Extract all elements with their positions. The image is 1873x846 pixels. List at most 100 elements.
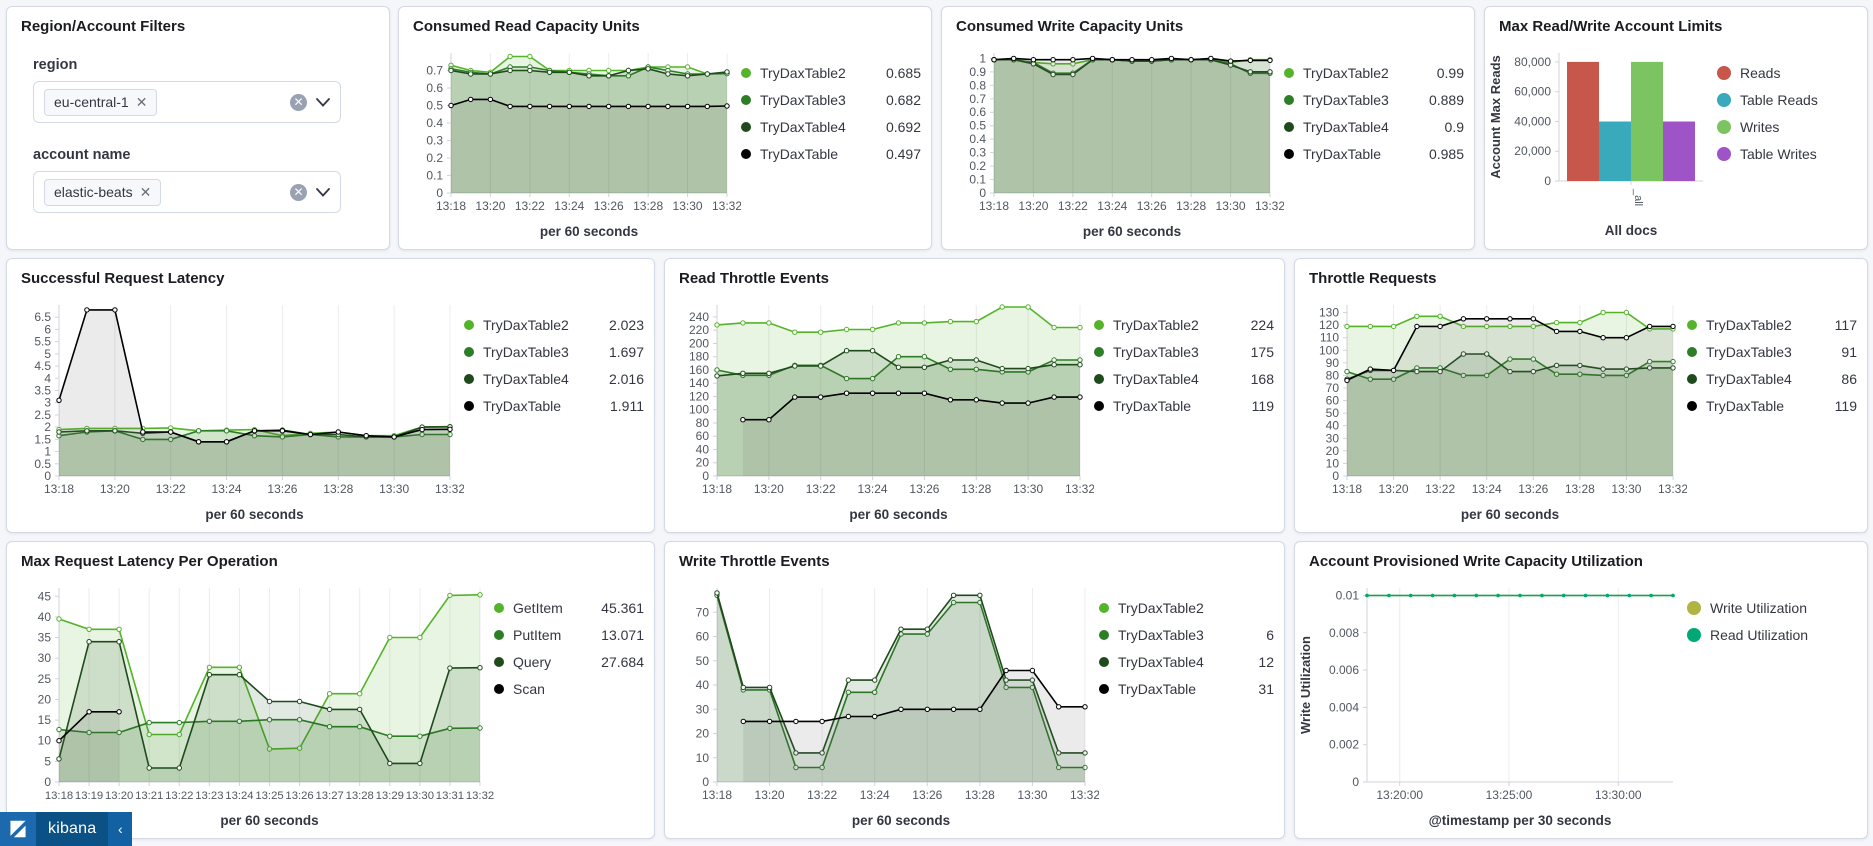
legend-item[interactable]: TryDaxTable2: [1099, 600, 1274, 616]
region-label: region: [33, 57, 78, 73]
legend-item[interactable]: PutItem 13.071: [494, 627, 644, 643]
legend-item[interactable]: TryDaxTable4 0.9: [1284, 119, 1464, 135]
svg-text:60: 60: [696, 429, 710, 443]
legend-item[interactable]: TryDaxTable4 12: [1099, 654, 1274, 670]
legend-item[interactable]: Read Utilization: [1687, 627, 1857, 643]
legend-item[interactable]: TryDaxTable 0.497: [741, 146, 921, 162]
legend-value: 91: [1841, 344, 1857, 360]
legend-item[interactable]: TryDaxTable4 86: [1687, 371, 1857, 387]
clear-account-icon[interactable]: ✕: [290, 183, 307, 201]
legend-value: 86: [1841, 371, 1857, 387]
panel-title[interactable]: Consumed Write Capacity Units: [956, 18, 1184, 35]
remove-account-value-icon[interactable]: ✕: [139, 183, 152, 200]
legend-item[interactable]: TryDaxTable4 0.692: [741, 119, 921, 135]
legend-item[interactable]: TryDaxTable 119: [1094, 398, 1274, 414]
legend-label: TryDaxTable3: [1113, 344, 1199, 360]
legend-label: Table Writes: [1740, 146, 1817, 162]
legend-value: 2.023: [608, 317, 644, 333]
svg-text:13:24: 13:24: [554, 199, 584, 213]
svg-text:per 60 seconds: per 60 seconds: [205, 507, 303, 522]
chart-max-read-write-account-limits[interactable]: 0 20,000 40,000 60,000 80,000 _all All docs Acc…: [1485, 39, 1717, 245]
legend-item[interactable]: Reads: [1717, 65, 1857, 81]
legend-item[interactable]: TryDaxTable2 2.023: [464, 317, 644, 333]
collapse-nav-icon[interactable]: ‹: [108, 812, 133, 846]
legend-item[interactable]: Query 27.684: [494, 654, 644, 670]
panel-title[interactable]: Region/Account Filters: [21, 18, 186, 35]
panel-title[interactable]: Max Request Latency Per Operation: [21, 553, 278, 570]
clear-region-icon[interactable]: ✕: [290, 93, 307, 111]
svg-text:13:22: 13:22: [807, 788, 837, 802]
chart-throttle-requests[interactable]: 13:18 13:20 13:22 13:24 13:26 13:28 13:30 13:32…: [1295, 291, 1688, 528]
legend-color-dot-icon: [741, 149, 751, 159]
panel-title[interactable]: Successful Request Latency: [21, 270, 225, 287]
legend-item[interactable]: TryDaxTable3 1.697: [464, 344, 644, 360]
svg-text:0.5: 0.5: [426, 99, 443, 113]
legend-item[interactable]: Table Writes: [1717, 146, 1857, 162]
chart-write-throttle-events[interactable]: 13:18 13:20 13:22 13:24 13:26 13:28 13:30 13:32…: [665, 574, 1100, 834]
panel-write-throttle-events: Write Throttle Events 13:18 13:20 13:22 13:…: [664, 541, 1285, 839]
panel-title[interactable]: Max Read/Write Account Limits: [1499, 18, 1723, 35]
legend-color-dot-icon: [1284, 68, 1294, 78]
legend-label: Scan: [513, 681, 545, 697]
legend-label: TryDaxTable3: [760, 92, 846, 108]
panel-title[interactable]: Consumed Read Capacity Units: [413, 18, 640, 35]
region-pill[interactable]: eu-central-1 ✕: [44, 88, 158, 116]
chevron-down-icon[interactable]: [316, 97, 330, 107]
svg-text:13:18: 13:18: [45, 790, 73, 802]
legend-item[interactable]: TryDaxTable2 0.99: [1284, 65, 1464, 81]
legend-item[interactable]: TryDaxTable3 175: [1094, 344, 1274, 360]
legend-color-dot-icon: [1687, 628, 1701, 642]
svg-text:13:20: 13:20: [105, 790, 133, 802]
chevron-down-icon[interactable]: [316, 187, 330, 197]
legend-item[interactable]: Table Reads: [1717, 92, 1857, 108]
chart-max-request-latency-per-operation[interactable]: 13:18 13:19 13:20 13:21 13:22 13:23 13:24 13:25…: [7, 574, 494, 834]
panel-title[interactable]: Throttle Requests: [1309, 270, 1437, 287]
legend-value: 0.889: [1428, 92, 1464, 108]
svg-text:30: 30: [1326, 431, 1340, 445]
legend-item[interactable]: Scan: [494, 681, 644, 697]
chart-successful-request-latency[interactable]: 13:18 13:20 13:22 13:24 13:26 13:28 13:30 13:32…: [7, 291, 465, 528]
legend-item[interactable]: TryDaxTable3 0.889: [1284, 92, 1464, 108]
svg-text:13:24: 13:24: [1097, 199, 1127, 213]
chart-consumed-write-capacity-units[interactable]: 13:18 13:20 13:22 13:24 13:26 13:28 13:30 13:32…: [942, 39, 1285, 245]
legend-value: 168: [1250, 371, 1274, 387]
panel-title[interactable]: Read Throttle Events: [679, 270, 830, 287]
legend-label: TryDaxTable2: [1113, 317, 1199, 333]
svg-text:200: 200: [689, 336, 709, 350]
legend-value: 0.985: [1428, 146, 1464, 162]
chart-read-throttle-events[interactable]: 13:18 13:20 13:22 13:24 13:26 13:28 13:30 13:32…: [665, 291, 1095, 528]
legend-item[interactable]: TryDaxTable4 168: [1094, 371, 1274, 387]
svg-text:0.2: 0.2: [969, 159, 986, 173]
svg-text:0: 0: [979, 186, 986, 200]
svg-text:per 60 seconds: per 60 seconds: [852, 813, 950, 828]
svg-text:per 60 seconds: per 60 seconds: [849, 507, 947, 522]
legend-item[interactable]: TryDaxTable3 91: [1687, 344, 1857, 360]
remove-region-value-icon[interactable]: ✕: [135, 93, 148, 110]
kibana-logo[interactable]: [0, 812, 36, 846]
chart-account-provisioned-write-capacity-utilization[interactable]: 13:20:00 13:25:00 13:30:00 0 0.002 0.004 0.006…: [1295, 574, 1687, 834]
legend-item[interactable]: Write Utilization: [1687, 600, 1857, 616]
legend-item[interactable]: TryDaxTable 119: [1687, 398, 1857, 414]
svg-text:0.002: 0.002: [1329, 738, 1359, 752]
panel-title[interactable]: Write Throttle Events: [679, 553, 830, 570]
chart-consumed-read-capacity-units[interactable]: 13:18 13:20 13:22 13:24 13:26 13:28 13:30 13:32…: [399, 39, 742, 245]
legend-item[interactable]: TryDaxTable 31: [1099, 681, 1274, 697]
svg-text:13:22: 13:22: [1425, 482, 1455, 496]
legend-item[interactable]: TryDaxTable 0.985: [1284, 146, 1464, 162]
account-name-pill[interactable]: elastic-beats ✕: [44, 178, 162, 206]
region-combobox[interactable]: eu-central-1 ✕ ✕: [33, 81, 341, 123]
account-name-combobox[interactable]: elastic-beats ✕ ✕: [33, 171, 341, 213]
legend-item[interactable]: TryDaxTable4 2.016: [464, 371, 644, 387]
legend-item[interactable]: GetItem 45.361: [494, 600, 644, 616]
legend-item[interactable]: TryDaxTable3 6: [1099, 627, 1274, 643]
legend-item[interactable]: TryDaxTable2 0.685: [741, 65, 921, 81]
svg-text:30: 30: [38, 651, 52, 665]
legend-value: 27.684: [601, 654, 644, 670]
svg-text:Write Utilization: Write Utilization: [1298, 636, 1313, 734]
legend-item[interactable]: Writes: [1717, 119, 1857, 135]
legend-item[interactable]: TryDaxTable2 224: [1094, 317, 1274, 333]
legend-item[interactable]: TryDaxTable 1.911: [464, 398, 644, 414]
panel-title[interactable]: Account Provisioned Write Capacity Utili…: [1309, 553, 1643, 570]
legend-item[interactable]: TryDaxTable3 0.682: [741, 92, 921, 108]
legend-item[interactable]: TryDaxTable2 117: [1687, 317, 1857, 333]
